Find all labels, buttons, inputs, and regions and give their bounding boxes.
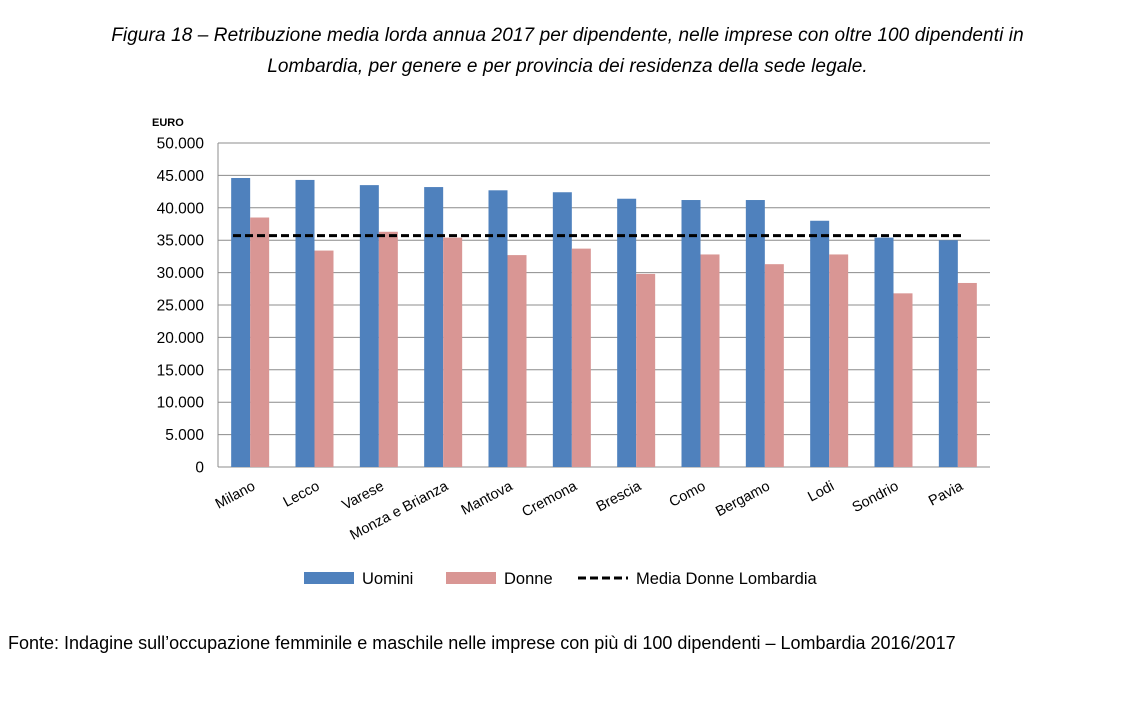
bar-donne	[250, 217, 270, 467]
bar-donne	[764, 264, 784, 467]
legend-donne-swatch	[446, 572, 496, 584]
bar-uomini	[231, 177, 251, 467]
x-category-label: Brescia	[594, 478, 645, 515]
x-category-label: Sondrio	[850, 478, 902, 516]
y-tick-label: 0	[195, 460, 204, 477]
bar-donne	[378, 231, 398, 467]
bar-donne	[507, 255, 527, 467]
x-category-label: Cremona	[520, 478, 581, 521]
bar-donne	[571, 248, 591, 467]
legend-media-donne-label: Media Donne Lombardia	[636, 570, 818, 588]
figure-title-line-1: Figura 18 – Retribuzione media lorda ann…	[111, 25, 1024, 46]
bar-donne	[957, 282, 977, 467]
bar-uomini	[359, 185, 379, 467]
bar-donne	[893, 293, 913, 467]
y-tick-label: 35.000	[157, 233, 205, 250]
grid-lines	[218, 142, 990, 468]
bar-uomini	[874, 237, 894, 467]
bar-donne	[829, 254, 849, 467]
bar-uomini	[617, 198, 637, 467]
y-axis-unit-label: EURO	[152, 117, 184, 129]
bar-uomini	[810, 220, 830, 467]
bar-uomini	[488, 190, 508, 467]
bar-uomini	[424, 187, 444, 467]
bar-chart: 0 5.000 10.000 15.000 20.000 25.000 30.000 35.0…	[152, 117, 990, 588]
y-axis: 0 5.000 10.000 15.000 20.000 25.000 30.000 35.0…	[152, 117, 990, 477]
x-category-label: Lecco	[281, 478, 323, 510]
bar-uomini	[681, 200, 701, 468]
bar-uomini	[295, 179, 315, 467]
y-tick-label: 30.000	[157, 265, 205, 282]
figure-title: Figura 18 – Retribuzione media lorda ann…	[0, 20, 1135, 82]
y-tick-label: 40.000	[157, 200, 205, 217]
legend-uomini-swatch	[304, 572, 354, 584]
legend: Uomini Donne Media Donne Lombardia	[304, 570, 818, 588]
y-tick-label: 15.000	[157, 362, 205, 379]
bar-uomini	[938, 240, 958, 467]
bar-donne	[443, 237, 463, 467]
x-category-label: Mantova	[459, 478, 516, 519]
bar-uomini	[745, 200, 765, 468]
y-tick-label: 25.000	[157, 298, 205, 315]
bar-donne	[700, 254, 720, 467]
y-tick-label: 50.000	[157, 136, 205, 153]
bars	[231, 177, 977, 468]
x-category-label: Milano	[213, 478, 258, 512]
x-category-label: Varese	[340, 478, 387, 513]
x-category-label: Bergamo	[713, 478, 772, 520]
bar-donne	[314, 250, 334, 467]
legend-donne-label: Donne	[504, 570, 553, 588]
figure-title-line-2: Lombardia, per genere e per provincia de…	[267, 56, 868, 77]
bar-donne	[636, 273, 656, 467]
y-tick-label: 5.000	[165, 427, 204, 444]
legend-uomini-label: Uomini	[362, 570, 413, 588]
x-category-label: Como	[667, 478, 709, 510]
source-note: Fonte: Indagine sull’occupazione femmini…	[8, 633, 956, 653]
y-tick-label: 20.000	[157, 330, 205, 347]
x-category-label: Pavia	[926, 478, 966, 510]
x-category-label: Lodi	[805, 478, 837, 505]
bar-uomini	[552, 192, 572, 468]
y-tick-label: 10.000	[157, 395, 205, 412]
y-tick-label: 45.000	[157, 168, 205, 185]
